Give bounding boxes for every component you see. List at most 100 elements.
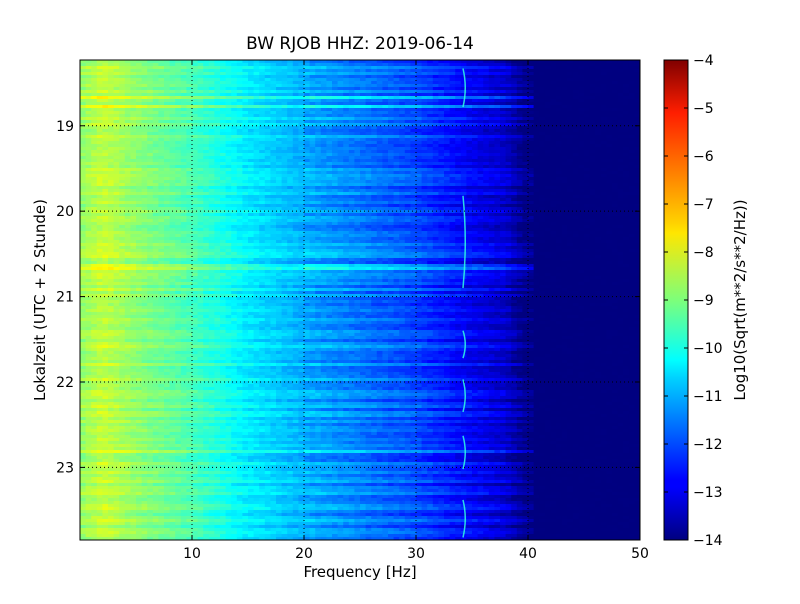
heatmap-cell (578, 117, 585, 121)
heatmap-cell (220, 81, 226, 85)
heatmap-cell (343, 150, 350, 154)
heatmap-cell (539, 177, 546, 181)
heatmap-cell (393, 114, 400, 118)
heatmap-cell (399, 135, 406, 139)
heatmap-cell (561, 171, 568, 175)
heatmap-cell (488, 108, 495, 112)
heatmap-cell (516, 144, 523, 148)
heatmap-cell (404, 141, 411, 145)
heatmap-cell (108, 81, 114, 85)
heatmap-cell (432, 75, 439, 79)
heatmap-cell (242, 201, 249, 205)
heatmap-cell (404, 129, 411, 133)
heatmap-cell (281, 105, 288, 109)
heatmap-cell (124, 96, 131, 100)
heatmap-cell (444, 93, 450, 97)
heatmap-cell (136, 141, 142, 145)
heatmap-cell (634, 129, 641, 133)
heatmap-cell (528, 144, 534, 148)
heatmap-cell (360, 141, 366, 145)
heatmap-cell (488, 159, 495, 163)
heatmap-cell (220, 201, 226, 205)
heatmap-cell (432, 147, 439, 151)
heatmap-cell (320, 117, 327, 121)
heatmap-cell (287, 117, 294, 121)
heatmap-cell (595, 99, 602, 103)
heatmap-cell (292, 159, 299, 163)
heatmap-cell (343, 120, 350, 124)
heatmap-cell (315, 201, 322, 205)
heatmap-cell (231, 99, 238, 103)
heatmap-cell (320, 102, 327, 106)
heatmap-cell (147, 156, 154, 160)
heatmap-cell (539, 84, 546, 88)
heatmap-cell (164, 195, 170, 199)
heatmap-cell (539, 126, 546, 130)
heatmap-cell (270, 189, 277, 193)
heatmap-cell (326, 204, 333, 208)
heatmap-cell (528, 105, 534, 109)
heatmap-cell (561, 192, 568, 196)
heatmap-cell (505, 87, 512, 91)
heatmap-cell (102, 144, 109, 148)
heatmap-cell (253, 147, 260, 151)
heatmap-cell (315, 165, 322, 169)
heatmap-cell (85, 105, 92, 109)
heatmap-cell (488, 135, 495, 139)
heatmap-cell (203, 189, 210, 193)
heatmap-cell (505, 72, 512, 76)
heatmap-cell (158, 102, 165, 106)
heatmap-cell (292, 171, 299, 175)
heatmap-cell (192, 156, 198, 160)
heatmap-cell (320, 165, 327, 169)
heatmap-cell (242, 198, 249, 202)
heatmap-cell (124, 69, 131, 73)
heatmap-cell (287, 201, 294, 205)
heatmap-cell (348, 114, 355, 118)
heatmap-cell (292, 138, 299, 142)
heatmap-cell (242, 66, 249, 70)
heatmap-cell (410, 66, 417, 70)
heatmap-cell (119, 159, 126, 163)
heatmap-cell (427, 132, 434, 136)
heatmap-cell (528, 111, 534, 115)
heatmap-cell (360, 201, 366, 205)
heatmap-cell (264, 138, 271, 142)
heatmap-cell (281, 189, 288, 193)
heatmap-cell (393, 204, 400, 208)
heatmap-cell (584, 201, 590, 205)
heatmap-cell (528, 81, 534, 85)
heatmap-cell (281, 180, 288, 184)
heatmap-cell (589, 192, 596, 196)
heatmap-cell (354, 81, 361, 85)
heatmap-cell (393, 81, 400, 85)
heatmap-cell (578, 69, 585, 73)
heatmap-cell (214, 114, 221, 118)
heatmap-cell (432, 204, 439, 208)
heatmap-cell (544, 204, 551, 208)
heatmap-cell (152, 192, 159, 196)
heatmap-cell (309, 123, 316, 127)
heatmap-cell (253, 183, 260, 187)
heatmap-cell (628, 123, 635, 127)
heatmap-cell (500, 114, 506, 118)
heatmap-cell (225, 63, 232, 67)
heatmap-cell (164, 177, 170, 181)
heatmap-cell (595, 120, 602, 124)
heatmap-cell (337, 84, 344, 88)
heatmap-cell (494, 69, 501, 73)
heatmap-cell (192, 192, 198, 196)
heatmap-cell (80, 207, 86, 211)
heatmap-cell (460, 111, 467, 115)
heatmap-cell (488, 198, 495, 202)
heatmap-cell (141, 126, 148, 130)
heatmap-cell (589, 81, 596, 85)
heatmap-cell (259, 123, 266, 127)
heatmap-cell (96, 84, 103, 88)
heatmap-cell (136, 81, 142, 85)
heatmap-cell (500, 204, 506, 208)
heatmap-cell (281, 153, 288, 157)
heatmap-cell (91, 108, 98, 112)
heatmap-cell (421, 117, 428, 121)
heatmap-cell (343, 87, 350, 91)
